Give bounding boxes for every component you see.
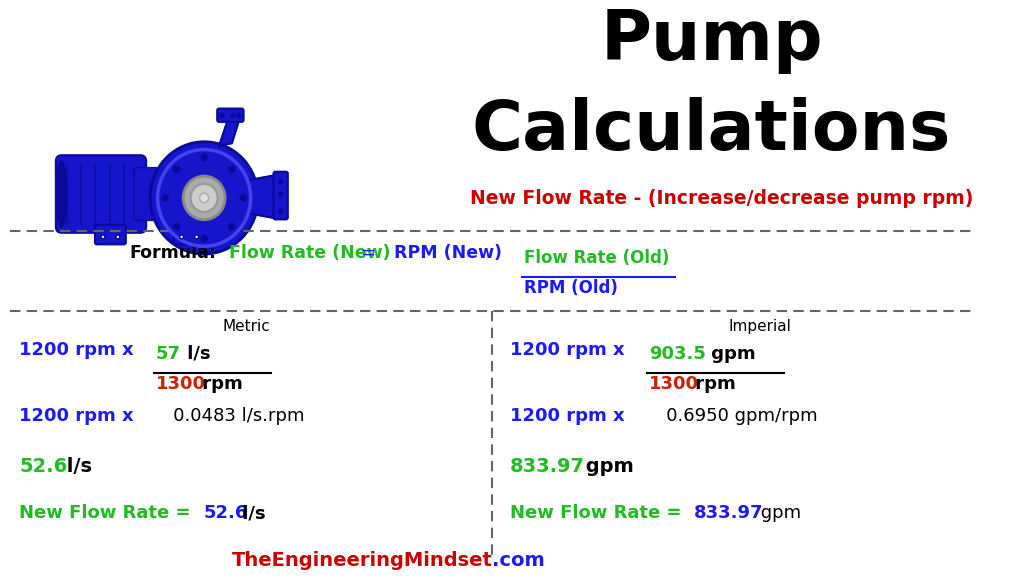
Ellipse shape (56, 161, 67, 227)
Circle shape (116, 235, 120, 239)
Circle shape (151, 142, 258, 254)
Text: TheEngineeringMindset: TheEngineeringMindset (231, 551, 493, 570)
Text: 833.97: 833.97 (510, 457, 585, 476)
Circle shape (201, 235, 207, 241)
Text: 833.97: 833.97 (694, 504, 764, 522)
Circle shape (279, 179, 283, 184)
Circle shape (180, 235, 183, 239)
Circle shape (195, 235, 199, 239)
Circle shape (173, 166, 179, 173)
Text: Imperial: Imperial (728, 319, 792, 334)
Circle shape (230, 113, 234, 117)
Text: Flow Rate (Old): Flow Rate (Old) (524, 249, 670, 267)
Text: 0.6950 gpm/rpm: 0.6950 gpm/rpm (649, 407, 818, 425)
Text: l/s: l/s (236, 504, 265, 522)
Text: 1200 rpm x: 1200 rpm x (510, 407, 625, 425)
Circle shape (220, 113, 224, 117)
Text: Formula:: Formula: (130, 244, 217, 262)
Circle shape (101, 235, 104, 239)
Text: rpm: rpm (689, 375, 736, 393)
Text: 903.5: 903.5 (649, 345, 706, 363)
Text: l/s: l/s (181, 345, 210, 363)
FancyBboxPatch shape (174, 225, 205, 244)
Circle shape (200, 193, 209, 203)
Circle shape (279, 209, 283, 213)
Circle shape (190, 184, 218, 212)
Text: 57: 57 (156, 345, 181, 363)
FancyBboxPatch shape (273, 172, 288, 219)
FancyBboxPatch shape (217, 108, 244, 122)
Text: Metric: Metric (222, 319, 270, 334)
Text: New Flow Rate - (Increase/decrease pump rpm): New Flow Rate - (Increase/decrease pump … (469, 189, 973, 208)
FancyBboxPatch shape (95, 225, 126, 244)
Circle shape (173, 223, 179, 230)
Circle shape (241, 195, 246, 201)
Text: 1300: 1300 (156, 375, 206, 393)
Polygon shape (219, 112, 242, 146)
Text: rpm: rpm (197, 375, 243, 393)
Polygon shape (249, 174, 280, 219)
Text: New Flow Rate =: New Flow Rate = (510, 504, 687, 522)
Circle shape (228, 223, 234, 230)
Text: gpm: gpm (705, 345, 756, 363)
Text: gpm: gpm (755, 504, 801, 522)
Text: gpm: gpm (579, 457, 634, 476)
Text: Calculations: Calculations (472, 97, 951, 164)
Circle shape (183, 176, 225, 220)
Text: 1300: 1300 (649, 375, 699, 393)
Text: =: = (360, 244, 376, 262)
Circle shape (279, 192, 283, 196)
Circle shape (237, 113, 241, 117)
Text: Pump: Pump (600, 7, 823, 74)
Text: RPM (Old): RPM (Old) (524, 279, 617, 297)
FancyBboxPatch shape (134, 167, 159, 221)
FancyBboxPatch shape (56, 155, 146, 233)
Circle shape (162, 195, 168, 201)
Text: 0.0483 l/s.rpm: 0.0483 l/s.rpm (156, 407, 304, 425)
Text: RPM (New): RPM (New) (394, 244, 502, 262)
Text: 52.6: 52.6 (19, 457, 68, 476)
Text: 1200 rpm x: 1200 rpm x (19, 341, 134, 359)
Text: .com: .com (493, 551, 545, 570)
Circle shape (228, 166, 234, 173)
Text: 1200 rpm x: 1200 rpm x (19, 407, 134, 425)
Circle shape (201, 154, 207, 160)
Text: 52.6: 52.6 (204, 504, 248, 522)
Circle shape (158, 149, 251, 246)
Text: l/s: l/s (59, 457, 91, 476)
Text: Flow Rate (New): Flow Rate (New) (228, 244, 390, 262)
Text: New Flow Rate =: New Flow Rate = (19, 504, 197, 522)
Text: 1200 rpm x: 1200 rpm x (510, 341, 625, 359)
